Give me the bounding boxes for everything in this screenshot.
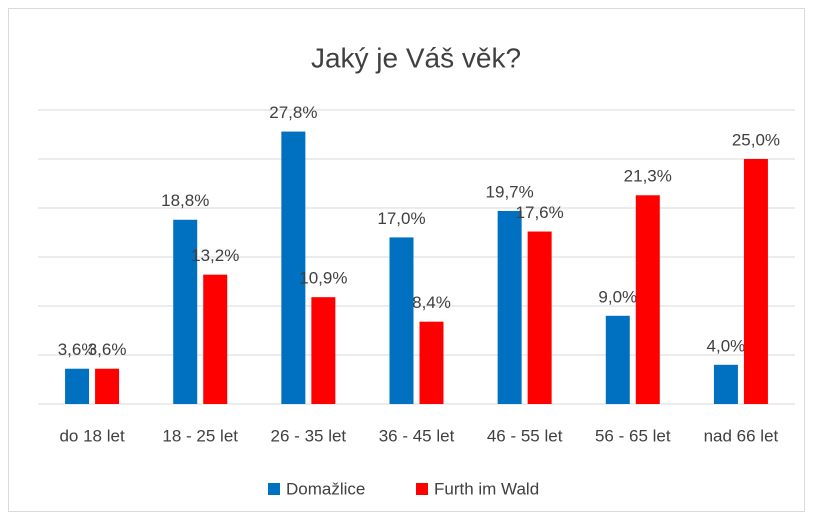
bar <box>389 237 414 404</box>
x-tick-label: 26 - 35 let <box>271 426 347 445</box>
legend-swatch <box>416 483 428 495</box>
data-label: 27,8% <box>269 103 317 122</box>
bar <box>281 131 306 404</box>
x-tick-label: 46 - 55 let <box>487 426 563 445</box>
data-label: 4,0% <box>707 336 746 355</box>
bar <box>743 159 768 404</box>
x-tick-label: nad 66 let <box>704 426 779 445</box>
bar <box>497 210 522 404</box>
data-label: 19,7% <box>486 182 534 201</box>
chart-title: Jaký je Váš věk? <box>311 42 521 73</box>
bar <box>419 321 444 404</box>
data-label: 3,6% <box>58 340 97 359</box>
data-label: 8,4% <box>412 293 451 312</box>
x-tick-label: 18 - 25 let <box>162 426 238 445</box>
x-tick-label: 56 - 65 let <box>595 426 671 445</box>
legend-label: Furth im Wald <box>434 479 539 498</box>
bar <box>527 231 552 404</box>
legend-swatch <box>268 483 280 495</box>
data-label: 3,6% <box>88 340 127 359</box>
data-label: 13,2% <box>191 246 239 265</box>
bar <box>173 219 198 404</box>
data-label: 17,0% <box>377 209 425 228</box>
data-label: 10,9% <box>299 269 347 288</box>
bar <box>635 195 660 404</box>
legend-label: Domažlice <box>286 479 365 498</box>
bar <box>65 368 90 404</box>
bar <box>605 315 630 404</box>
data-label: 18,8% <box>161 191 209 210</box>
data-label: 17,6% <box>516 203 564 222</box>
bar <box>95 368 120 404</box>
data-label: 25,0% <box>732 130 780 149</box>
x-tick-label: do 18 let <box>59 426 124 445</box>
bar <box>713 364 738 404</box>
data-label: 9,0% <box>598 287 637 306</box>
x-tick-label: 36 - 45 let <box>379 426 455 445</box>
data-label: 21,3% <box>624 167 672 186</box>
bar <box>311 297 336 404</box>
bar <box>203 274 228 404</box>
